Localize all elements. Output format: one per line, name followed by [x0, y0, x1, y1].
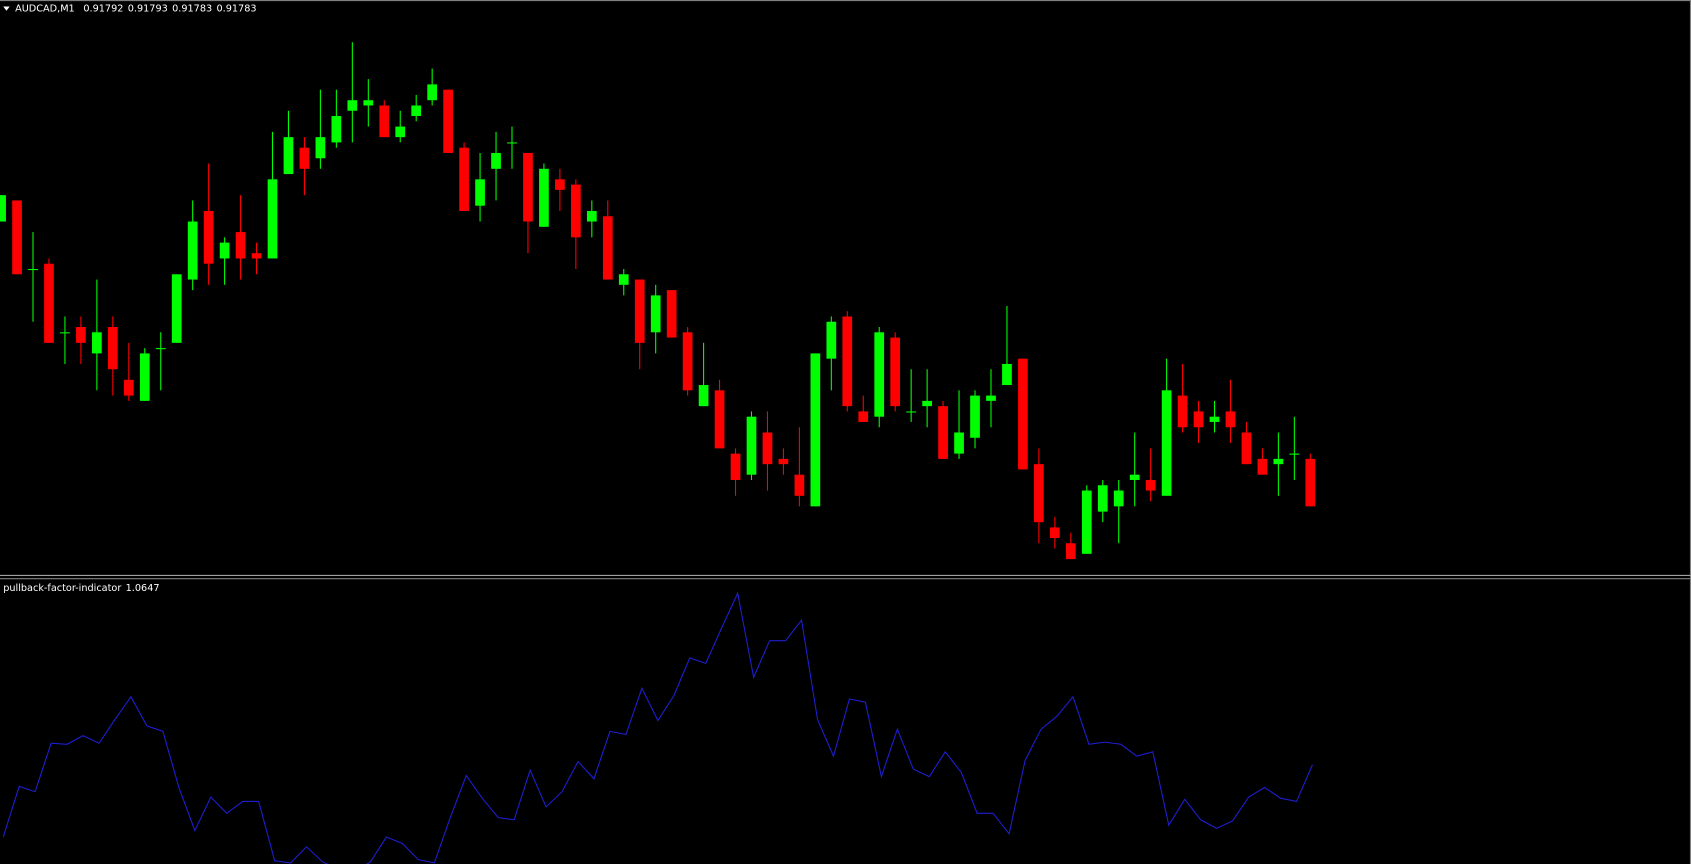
candle-body	[1289, 453, 1300, 455]
candle-body	[1225, 411, 1236, 428]
candle-body	[1257, 458, 1268, 475]
candle-body	[634, 279, 645, 343]
candle-body	[571, 184, 581, 238]
candle-body	[555, 179, 565, 190]
candle-body	[60, 332, 70, 334]
candle-body	[187, 221, 198, 280]
candle-body	[28, 268, 38, 271]
candle-body	[251, 253, 262, 259]
candle-body	[938, 406, 948, 459]
candle-body	[1241, 432, 1252, 465]
candle-body	[1018, 358, 1028, 470]
candle-body	[586, 210, 597, 222]
ohlc-close: 0.91783	[216, 4, 256, 15]
candle-body	[714, 390, 725, 449]
candle-body	[666, 290, 677, 338]
candle-body	[76, 327, 86, 343]
candle-body	[778, 458, 789, 465]
ohlc-low: 0.91783	[172, 4, 212, 15]
candle-body	[1065, 543, 1076, 560]
candle-body	[459, 147, 469, 211]
candle-body	[1081, 490, 1092, 554]
candle-body	[155, 348, 166, 350]
menu-arrow[interactable]	[3, 6, 10, 11]
candle-body	[315, 137, 326, 159]
candle-body	[1305, 458, 1316, 507]
indicator-value: 1.0647	[126, 583, 160, 594]
candle-body	[986, 395, 996, 401]
candle-body	[1193, 411, 1204, 428]
candle-body	[107, 327, 118, 370]
candle-body	[0, 195, 6, 222]
candle-body	[539, 168, 549, 227]
candle-body	[347, 100, 358, 111]
candle-body	[1113, 490, 1124, 507]
candle-body	[1177, 395, 1188, 428]
candle-body	[698, 385, 709, 407]
candle-body	[890, 337, 901, 407]
candle-body	[491, 152, 501, 169]
candle-body	[682, 332, 693, 391]
candle-body	[1273, 458, 1284, 465]
candle-body	[44, 263, 54, 343]
candle-body	[235, 232, 246, 259]
indicator-pane	[2, 591, 1313, 864]
candle-body	[331, 116, 342, 143]
candle-body	[123, 379, 134, 396]
indicator-line	[2, 591, 1313, 864]
candle-body	[858, 411, 869, 422]
candle-body	[299, 147, 310, 169]
candle-body	[203, 210, 214, 264]
candle-body	[618, 274, 629, 285]
symbol: AUDCAD,M1	[15, 4, 75, 15]
price-pane	[0, 42, 1316, 560]
candle-body	[1145, 479, 1156, 491]
ohlc-high: 0.91793	[128, 4, 168, 15]
candle-body	[523, 152, 533, 222]
candle-body	[1129, 474, 1140, 480]
candle-body	[970, 395, 980, 438]
candle-body	[842, 316, 853, 407]
candle-body	[475, 179, 485, 206]
candle-body	[379, 105, 390, 138]
indicator-name: pullback-factor-indicator	[3, 583, 121, 594]
candle-body	[810, 353, 821, 507]
candle-body	[219, 242, 230, 259]
candle-body	[922, 400, 932, 407]
candle-body	[874, 332, 885, 417]
candle-body	[762, 432, 773, 465]
candle-body	[363, 100, 374, 106]
candle-body	[1161, 390, 1172, 496]
candle-body	[443, 89, 453, 153]
candle-body	[171, 274, 182, 343]
candle-body	[427, 84, 438, 101]
indicator-label: pullback-factor-indicator 1.0647	[3, 583, 159, 594]
candle-body	[1049, 527, 1060, 538]
candle-body	[954, 432, 964, 454]
candle-body	[1002, 363, 1012, 386]
candle-body	[395, 126, 406, 138]
candle-body	[267, 179, 278, 259]
candle-body	[92, 332, 102, 354]
candle-body	[283, 137, 294, 175]
candle-body	[650, 295, 661, 333]
candle-body	[411, 105, 422, 117]
candle-body	[730, 453, 741, 480]
candle-body	[1034, 464, 1044, 523]
candle-body	[794, 474, 805, 496]
candle-body	[12, 200, 22, 275]
candle-body	[602, 216, 613, 280]
candle-body	[906, 411, 917, 413]
ohlc-open: 0.91792	[83, 4, 123, 15]
candle-body	[1097, 485, 1108, 512]
candle-body	[746, 416, 757, 475]
candle-body	[139, 353, 150, 401]
candle-body	[826, 321, 837, 359]
symbol-header: AUDCAD,M1 0.91792 0.91793 0.91783 0.91783	[15, 4, 256, 15]
candle-body	[507, 142, 517, 144]
candle-body	[1209, 416, 1220, 422]
